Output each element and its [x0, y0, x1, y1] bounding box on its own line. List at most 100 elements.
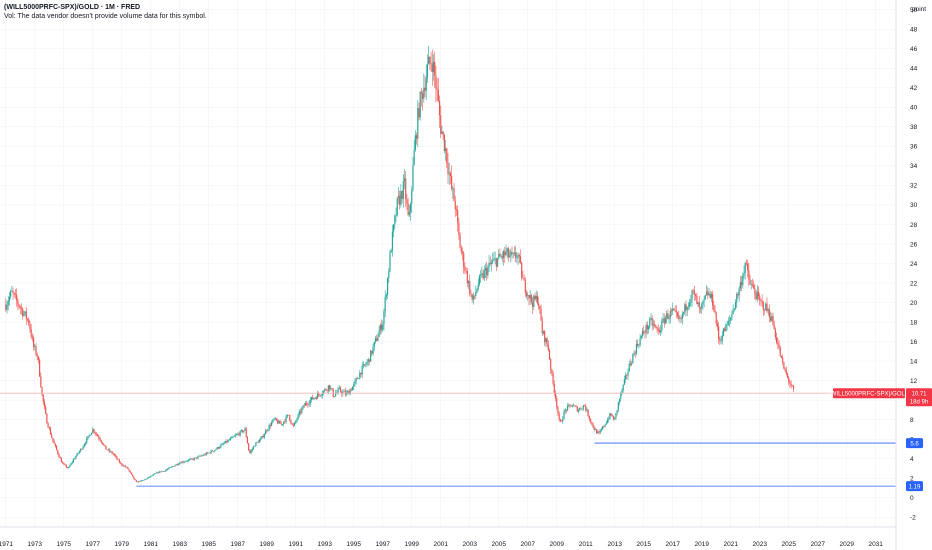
x-tick-label: 2005	[492, 541, 507, 548]
candle-body	[422, 93, 424, 99]
candle-body	[147, 477, 149, 479]
candle-body	[151, 475, 153, 477]
candle-body	[679, 318, 681, 319]
candle-body	[425, 77, 427, 91]
candle-body	[553, 383, 555, 393]
chart-title[interactable]: (WILL5000PRFC-SPX)/GOLD · 1M · FRED	[4, 4, 141, 11]
candle-body	[573, 405, 575, 407]
candle-body	[316, 393, 319, 399]
candle-body	[423, 87, 425, 99]
candle-body	[60, 458, 62, 463]
candle-body	[604, 424, 606, 427]
candle-body	[40, 376, 42, 388]
candle-body	[713, 305, 715, 310]
candle-body	[380, 324, 383, 330]
x-tick-label: 2001	[434, 541, 449, 548]
y-tick-label: 0	[910, 495, 914, 502]
candle-body	[244, 428, 246, 431]
candle-body	[310, 397, 313, 400]
candle-body	[429, 56, 431, 63]
candle-body	[768, 309, 770, 318]
candle-body	[690, 299, 692, 303]
time-axis[interactable]: 1971 1973 1975 1977 1979 1981 1983 1985 1987 1989…	[0, 541, 883, 548]
candle-body	[501, 256, 503, 258]
candle-body	[418, 108, 420, 118]
candle-body	[780, 355, 783, 358]
candle-body	[382, 324, 384, 330]
candle-body	[426, 64, 429, 78]
candle-body	[133, 476, 135, 479]
candle-body	[146, 478, 148, 480]
y-tick-label: 22	[910, 280, 918, 287]
candle-body	[475, 292, 477, 297]
candle-body	[260, 438, 262, 440]
candle-body	[109, 449, 111, 452]
candle-body	[774, 329, 777, 338]
candle-body	[206, 452, 209, 454]
candle-body	[428, 56, 430, 65]
bar-countdown: 18d 9h	[910, 400, 928, 406]
candle-body	[524, 280, 526, 293]
candle-body	[582, 405, 584, 409]
candle-body	[333, 396, 336, 397]
price-axis[interactable]: 5048464442403836343230282624222018161412…	[910, 7, 918, 521]
candle-body	[614, 418, 616, 420]
candle-body	[769, 317, 772, 321]
candle-body	[753, 285, 755, 289]
candle-body	[144, 479, 146, 481]
candle-body	[594, 429, 597, 430]
candle-body	[460, 248, 462, 252]
candle-body	[116, 456, 118, 460]
candle-body	[304, 403, 307, 406]
candle-body	[176, 464, 178, 465]
candle-body	[324, 389, 326, 391]
candle-body	[263, 434, 265, 438]
candle-body	[215, 449, 217, 450]
candle-body	[84, 442, 87, 445]
candle-body	[202, 455, 204, 457]
candle-body	[676, 312, 679, 316]
candle-body	[586, 409, 588, 411]
candle-body	[486, 268, 488, 276]
x-tick-label: 1979	[115, 541, 130, 548]
candle-body	[32, 337, 35, 347]
candle-body	[674, 309, 676, 311]
candle-body	[730, 317, 732, 321]
candle-body	[8, 296, 11, 302]
candle-body	[505, 251, 507, 256]
candle-body	[406, 199, 408, 204]
candle-body	[687, 305, 690, 307]
candle-body	[792, 385, 795, 389]
candle-body	[736, 294, 738, 303]
candle-body	[245, 428, 247, 437]
x-tick-label: 2003	[463, 541, 478, 548]
candle-body	[372, 346, 374, 354]
candle-body	[17, 300, 19, 305]
candle-body	[419, 91, 421, 118]
candle-body	[697, 302, 699, 305]
candle-body	[777, 342, 779, 345]
candle-body	[656, 327, 658, 329]
candle-body	[570, 405, 572, 407]
candle-body	[447, 163, 449, 174]
candle-body	[522, 277, 524, 279]
candle-body	[395, 215, 397, 216]
candle-body	[51, 434, 53, 438]
candle-body	[136, 481, 139, 483]
current-price-tag	[906, 388, 932, 407]
candle-body	[235, 434, 238, 436]
candle-body	[652, 324, 654, 326]
candle-body	[529, 294, 531, 299]
candle-body	[749, 279, 751, 285]
candle-body	[622, 384, 624, 391]
candle-body	[722, 328, 725, 336]
candle-body	[327, 385, 329, 391]
candle-body	[126, 467, 128, 468]
candle-body	[112, 453, 114, 455]
candle-body	[349, 389, 351, 395]
candle-body	[374, 338, 377, 342]
candle-body	[541, 320, 543, 334]
candle-body	[330, 388, 332, 390]
candle-body	[182, 461, 185, 463]
